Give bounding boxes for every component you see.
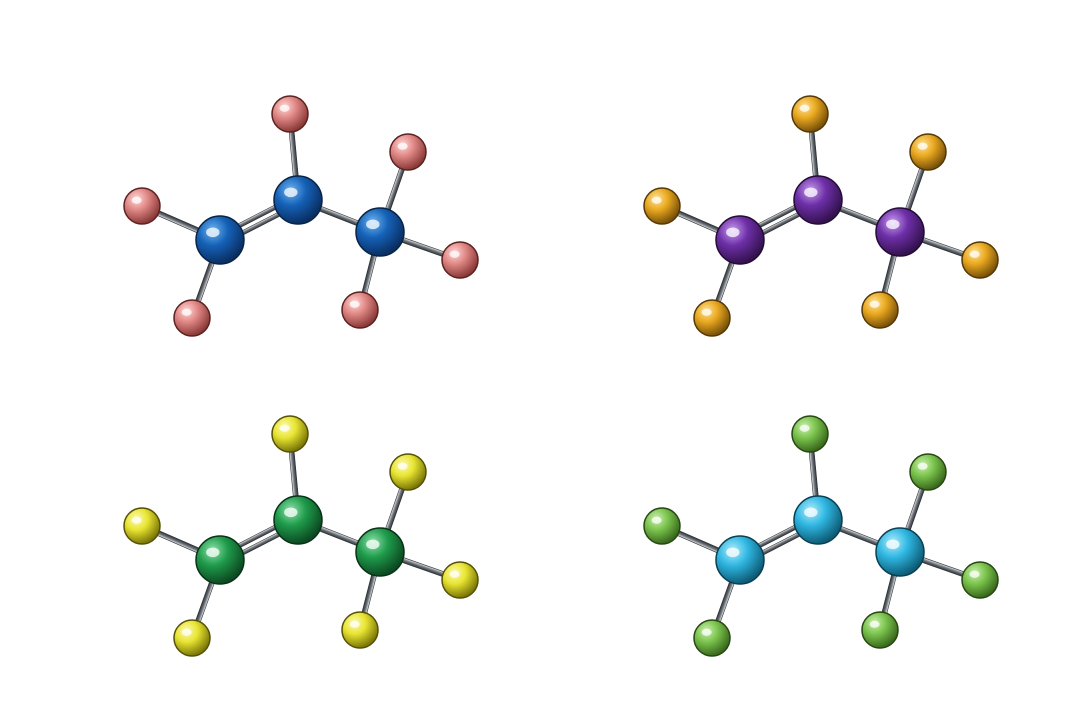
atom-center <box>196 536 244 584</box>
atom-outer <box>174 300 210 336</box>
molecule-grid <box>0 0 1080 720</box>
atom-outer <box>910 454 946 490</box>
atom-center <box>876 208 924 256</box>
atom-outer <box>442 242 478 278</box>
atom-outer <box>342 292 378 328</box>
molecule-top-right <box>644 96 998 336</box>
atom-outer <box>272 416 308 452</box>
atom-outer <box>390 454 426 490</box>
molecule-bottom-left <box>124 416 478 656</box>
molecule-top-left <box>124 96 478 336</box>
atom-outer <box>442 562 478 598</box>
atom-outer <box>644 188 680 224</box>
atom-outer <box>862 612 898 648</box>
atom-center <box>716 216 764 264</box>
atom-center <box>876 528 924 576</box>
atom-outer <box>694 300 730 336</box>
atom-outer <box>124 508 160 544</box>
atom-outer <box>342 612 378 648</box>
atom-center <box>196 216 244 264</box>
atom-outer <box>644 508 680 544</box>
atom-center <box>356 208 404 256</box>
atom-outer <box>124 188 160 224</box>
atom-outer <box>792 416 828 452</box>
atom-outer <box>272 96 308 132</box>
atom-outer <box>962 242 998 278</box>
atom-center <box>356 528 404 576</box>
atom-outer <box>390 134 426 170</box>
atom-outer <box>792 96 828 132</box>
atom-outer <box>174 620 210 656</box>
atom-center <box>274 496 322 544</box>
atom-outer <box>862 292 898 328</box>
atom-outer <box>694 620 730 656</box>
atom-center <box>794 496 842 544</box>
molecule-bottom-right <box>644 416 998 656</box>
atom-outer <box>910 134 946 170</box>
atom-center <box>794 176 842 224</box>
atom-center <box>716 536 764 584</box>
atom-outer <box>962 562 998 598</box>
atom-center <box>274 176 322 224</box>
